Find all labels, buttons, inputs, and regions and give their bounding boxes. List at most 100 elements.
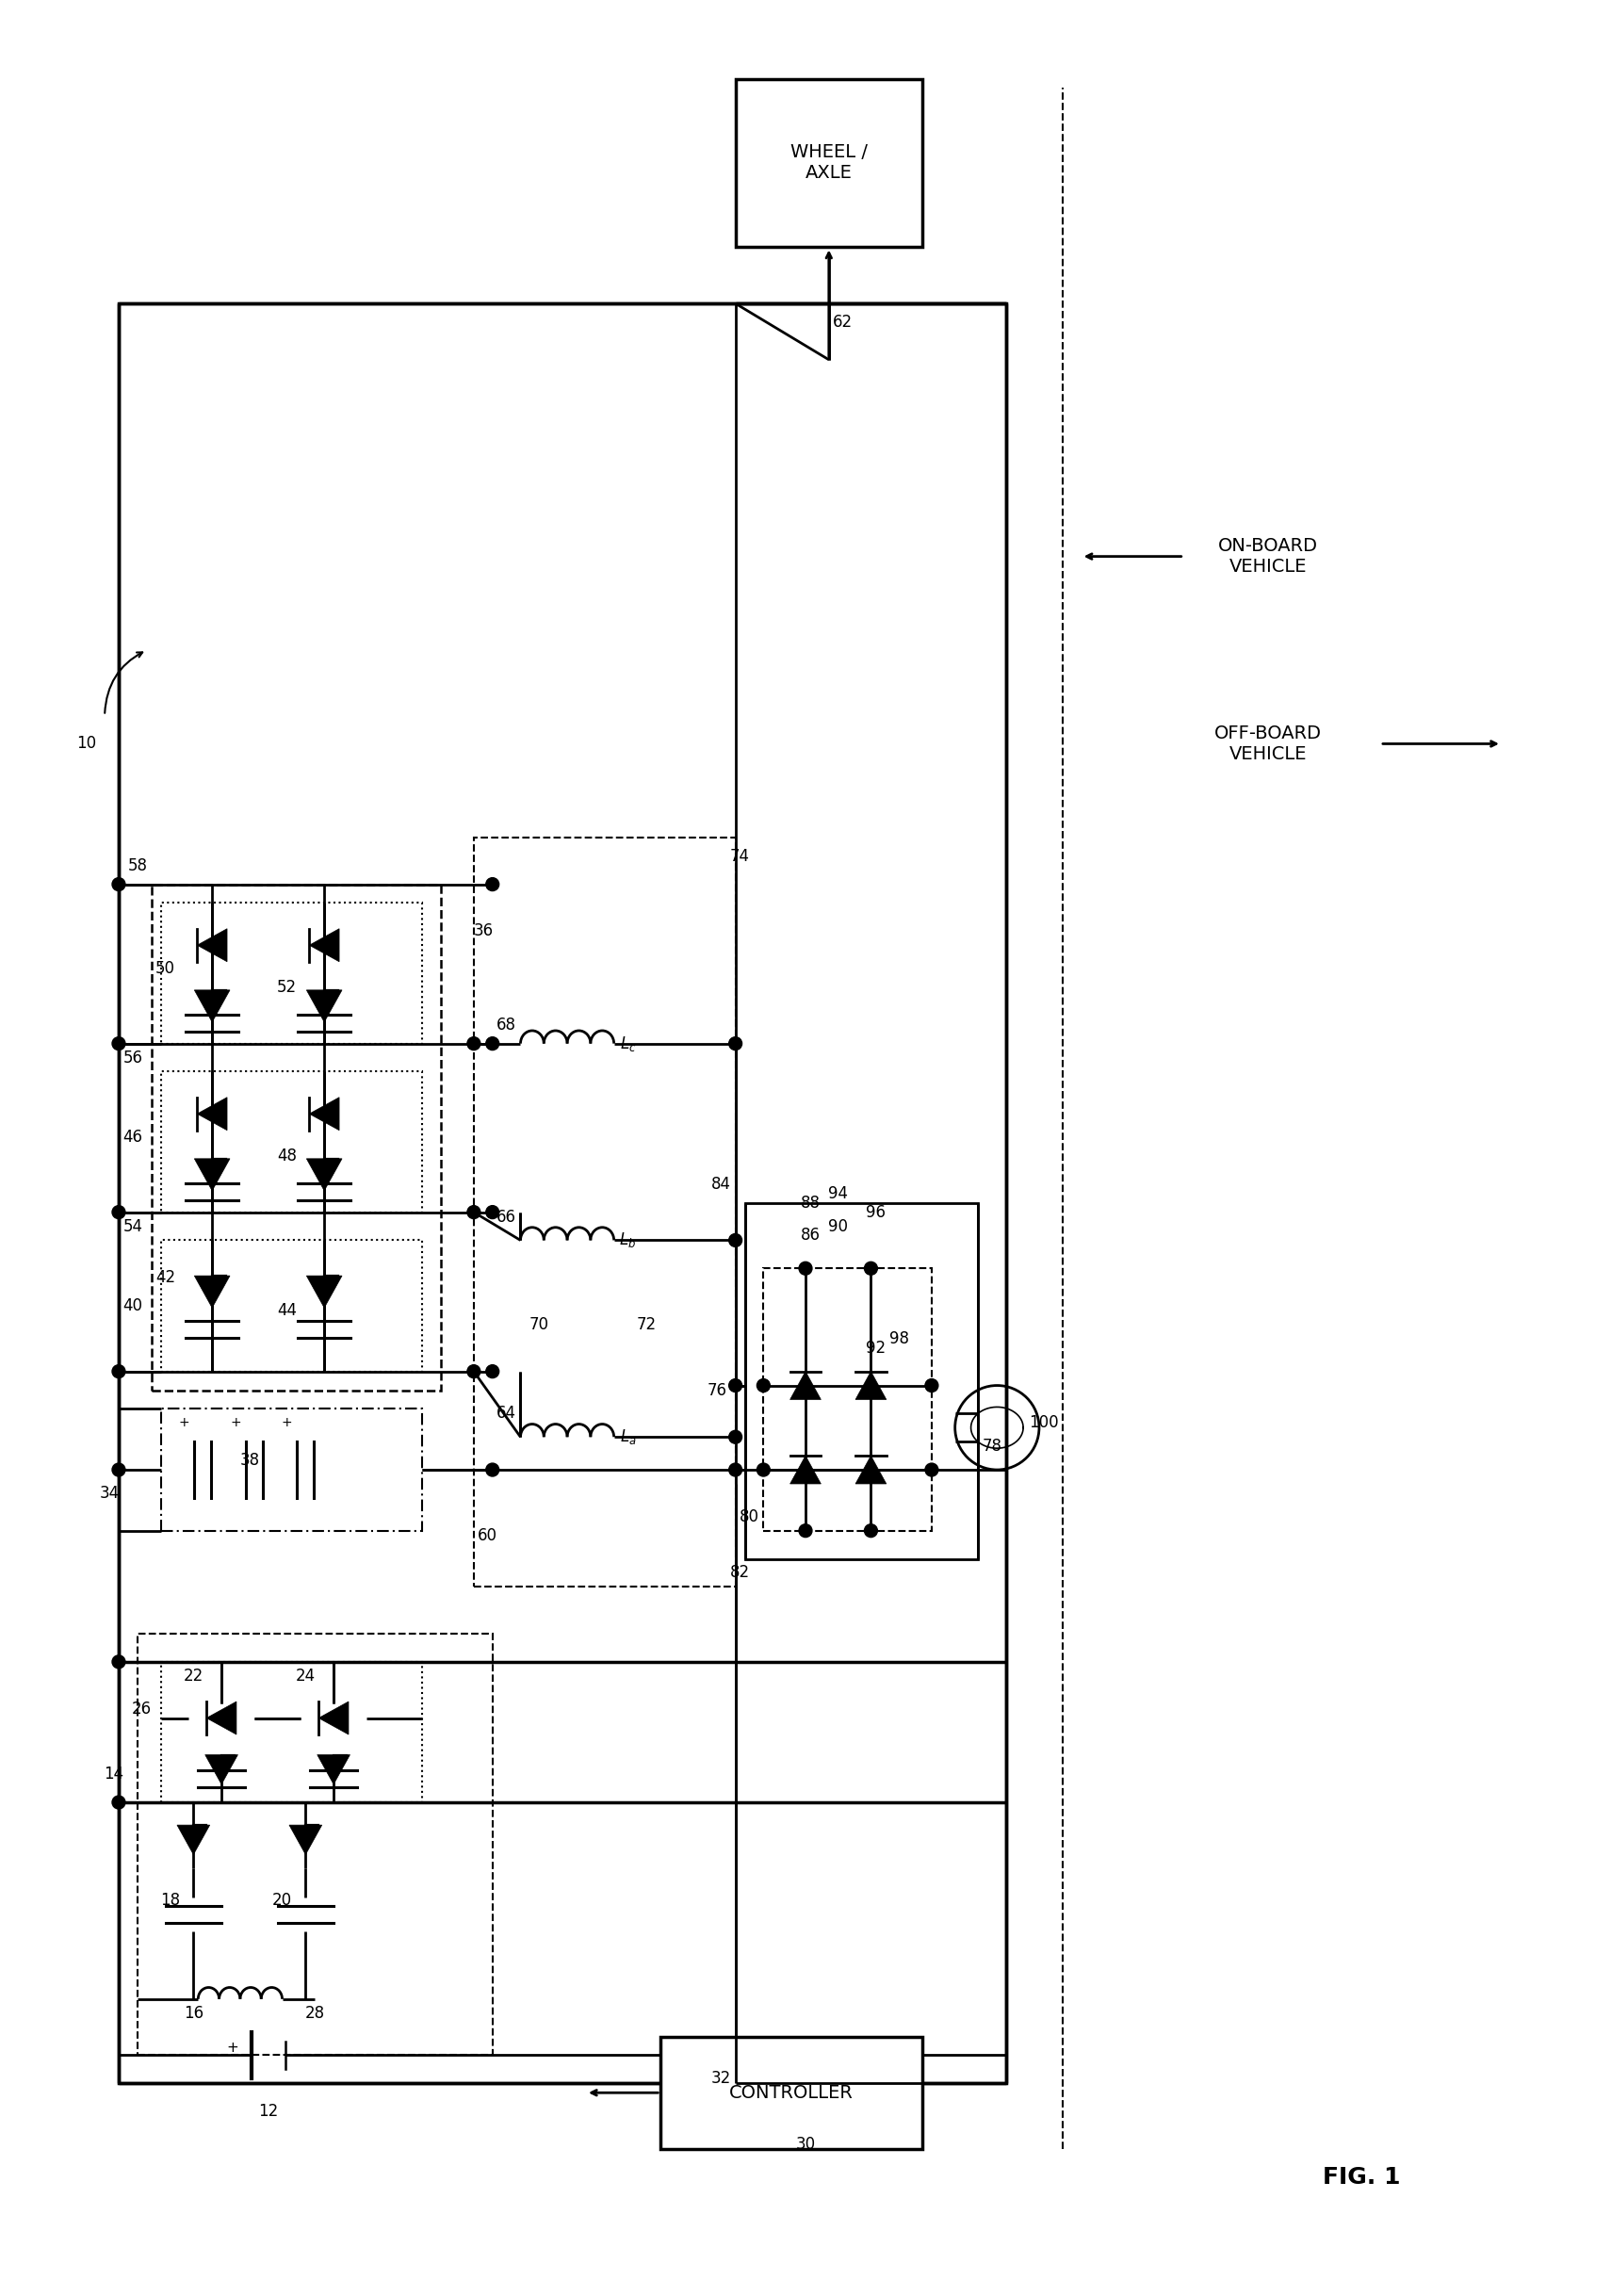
Text: +: + xyxy=(230,1417,242,1430)
Text: 52: 52 xyxy=(277,978,296,996)
Text: WHEEL /
AXLE: WHEEL / AXLE xyxy=(791,145,867,181)
Bar xyxy=(161,1240,422,1371)
Bar xyxy=(151,884,441,1389)
Circle shape xyxy=(113,1463,126,1476)
Bar xyxy=(735,78,923,248)
Text: 46: 46 xyxy=(122,1130,143,1146)
Text: ON-BOARD
VEHICLE: ON-BOARD VEHICLE xyxy=(1218,537,1318,576)
Text: 90: 90 xyxy=(828,1217,847,1235)
Bar xyxy=(744,1203,978,1559)
Circle shape xyxy=(865,1525,878,1538)
Text: 22: 22 xyxy=(184,1667,203,1685)
Bar xyxy=(764,1267,931,1531)
Circle shape xyxy=(113,1038,126,1049)
Bar xyxy=(161,1072,422,1212)
Text: 78: 78 xyxy=(983,1437,1002,1456)
Text: 60: 60 xyxy=(478,1527,498,1543)
Text: 10: 10 xyxy=(76,735,97,753)
Circle shape xyxy=(113,1795,126,1809)
Circle shape xyxy=(757,1380,770,1391)
Circle shape xyxy=(728,1233,743,1247)
Polygon shape xyxy=(290,1825,322,1855)
Text: $L_a$: $L_a$ xyxy=(620,1428,636,1446)
Polygon shape xyxy=(789,1371,822,1401)
Text: −: − xyxy=(298,2048,309,2062)
Circle shape xyxy=(487,1463,499,1476)
Text: 40: 40 xyxy=(122,1297,143,1313)
Polygon shape xyxy=(205,1754,238,1784)
Bar xyxy=(119,303,1007,2082)
Text: 80: 80 xyxy=(739,1508,759,1525)
Text: 50: 50 xyxy=(156,960,176,978)
Text: 38: 38 xyxy=(240,1451,259,1469)
Text: 98: 98 xyxy=(889,1329,909,1348)
Text: 74: 74 xyxy=(730,847,751,866)
Text: 96: 96 xyxy=(865,1203,886,1221)
Text: 86: 86 xyxy=(801,1226,820,1244)
Text: 48: 48 xyxy=(277,1148,296,1164)
Text: 28: 28 xyxy=(304,2004,325,2020)
Text: 26: 26 xyxy=(132,1699,151,1717)
Text: OFF-BOARD
VEHICLE: OFF-BOARD VEHICLE xyxy=(1215,726,1321,762)
Polygon shape xyxy=(195,1159,230,1192)
Text: 12: 12 xyxy=(258,2103,279,2119)
Bar xyxy=(137,1635,493,2055)
Text: 70: 70 xyxy=(530,1316,549,1334)
Text: 94: 94 xyxy=(828,1185,847,1201)
Text: 72: 72 xyxy=(636,1316,657,1334)
Circle shape xyxy=(113,877,126,891)
Polygon shape xyxy=(206,1701,237,1733)
Text: 64: 64 xyxy=(496,1405,517,1421)
Polygon shape xyxy=(319,1701,348,1733)
Circle shape xyxy=(728,1038,743,1049)
Text: +: + xyxy=(179,1417,190,1430)
Circle shape xyxy=(757,1463,770,1476)
Text: 30: 30 xyxy=(796,2135,815,2154)
Circle shape xyxy=(467,1038,480,1049)
Text: 56: 56 xyxy=(122,1049,143,1065)
Text: 76: 76 xyxy=(707,1382,727,1398)
Polygon shape xyxy=(195,1277,230,1309)
Text: +: + xyxy=(227,2041,238,2055)
Circle shape xyxy=(113,1205,126,1219)
Polygon shape xyxy=(855,1456,886,1483)
Text: 62: 62 xyxy=(833,315,852,331)
Text: 18: 18 xyxy=(159,1892,180,1910)
Text: 14: 14 xyxy=(105,1766,124,1782)
Circle shape xyxy=(487,1205,499,1219)
Text: 100: 100 xyxy=(1029,1414,1058,1430)
Circle shape xyxy=(113,1364,126,1378)
Polygon shape xyxy=(306,1277,342,1309)
Bar xyxy=(161,1410,422,1531)
Circle shape xyxy=(467,1364,480,1378)
Circle shape xyxy=(799,1263,812,1274)
Polygon shape xyxy=(309,1097,340,1130)
Polygon shape xyxy=(306,990,342,1022)
Polygon shape xyxy=(309,928,340,962)
Polygon shape xyxy=(195,990,230,1022)
Circle shape xyxy=(799,1525,812,1538)
Bar xyxy=(474,838,735,1587)
Text: 24: 24 xyxy=(295,1667,316,1685)
Text: 82: 82 xyxy=(730,1564,751,1582)
Circle shape xyxy=(113,1655,126,1669)
Text: 42: 42 xyxy=(155,1270,176,1286)
Polygon shape xyxy=(197,1097,227,1130)
Circle shape xyxy=(467,1205,480,1219)
Polygon shape xyxy=(789,1456,822,1483)
Text: CONTROLLER: CONTROLLER xyxy=(730,2085,854,2101)
Text: 20: 20 xyxy=(272,1892,292,1910)
Circle shape xyxy=(728,1463,743,1476)
Text: 54: 54 xyxy=(122,1217,143,1235)
Text: $L_c$: $L_c$ xyxy=(620,1033,636,1054)
Circle shape xyxy=(487,877,499,891)
Text: 68: 68 xyxy=(496,1017,517,1033)
Circle shape xyxy=(487,1364,499,1378)
Text: +: + xyxy=(282,1417,292,1430)
Text: 34: 34 xyxy=(100,1486,119,1502)
Circle shape xyxy=(865,1263,878,1274)
Text: 32: 32 xyxy=(712,2071,731,2087)
Text: 88: 88 xyxy=(801,1194,820,1212)
Polygon shape xyxy=(306,1159,342,1192)
Bar xyxy=(161,902,422,1045)
